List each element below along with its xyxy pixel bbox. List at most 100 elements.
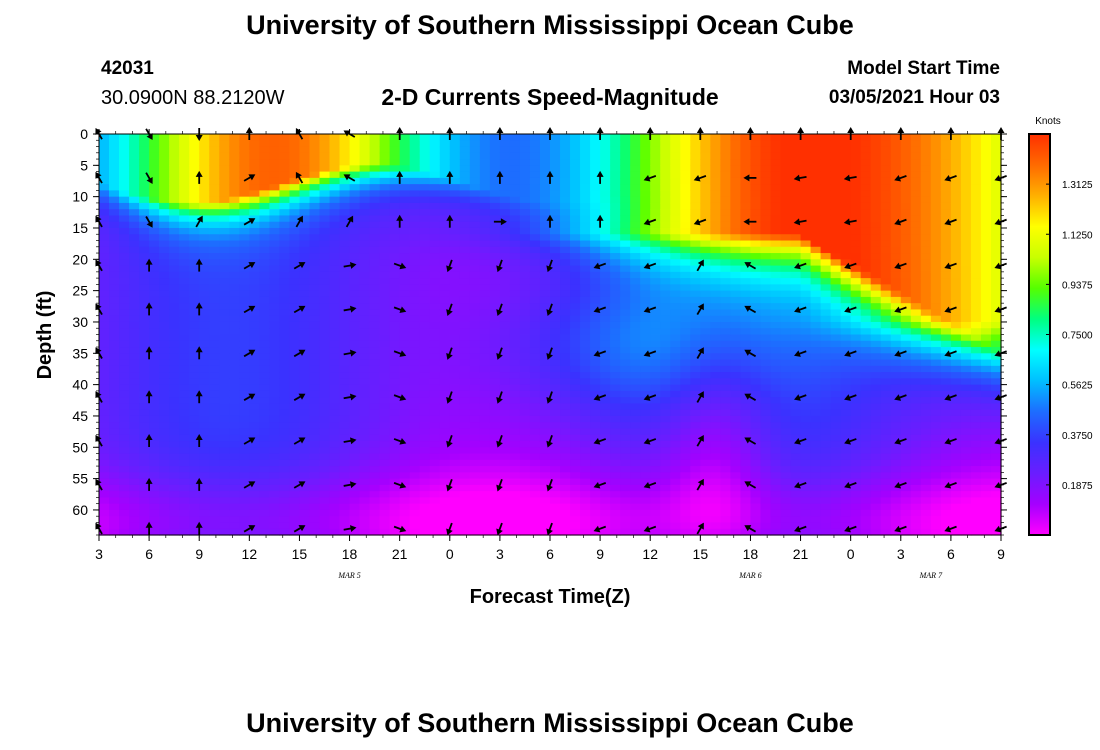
heatmap-cell: [850, 309, 862, 317]
heatmap-cell: [509, 290, 521, 298]
heatmap-cell: [680, 215, 691, 223]
heatmap-cell: [299, 215, 311, 223]
heatmap-cell: [279, 271, 291, 279]
heatmap-cell: [339, 259, 351, 267]
heatmap-cell: [840, 209, 852, 217]
heatmap-cell: [419, 453, 431, 461]
heatmap-cell: [690, 347, 701, 354]
heatmap-cell: [750, 397, 762, 405]
heatmap-cell: [810, 278, 822, 285]
heatmap-cell: [499, 240, 511, 248]
heatmap-cell: [129, 328, 140, 336]
heatmap-cell: [820, 497, 832, 505]
heatmap-cell: [249, 378, 260, 386]
heatmap-cell: [550, 478, 561, 486]
heatmap-cell: [519, 347, 531, 354]
heatmap-cell: [379, 403, 391, 411]
heatmap-cell: [680, 152, 691, 160]
heatmap-cell: [309, 353, 321, 361]
heatmap-cell: [640, 359, 651, 367]
heatmap-cell: [489, 177, 501, 185]
heatmap-cell: [339, 303, 351, 311]
heatmap-cell: [700, 503, 711, 511]
heatmap-cell: [379, 491, 391, 499]
heatmap-cell: [790, 378, 802, 386]
heatmap-cell: [850, 428, 862, 436]
heatmap-cell: [459, 359, 471, 367]
heatmap-cell: [640, 240, 651, 248]
heatmap-cell: [519, 221, 531, 229]
heatmap-cell: [519, 209, 531, 217]
heatmap-cell: [249, 140, 260, 148]
heatmap-cell: [509, 378, 521, 386]
heatmap-cell: [259, 152, 270, 160]
heatmap-cell: [369, 390, 381, 398]
heatmap-cell: [339, 390, 351, 398]
heatmap-cell: [600, 165, 611, 173]
heatmap-cell: [610, 365, 621, 373]
heatmap-cell: [670, 240, 681, 248]
heatmap-cell: [640, 334, 651, 342]
heatmap-cell: [309, 146, 321, 154]
heatmap-cell: [509, 522, 521, 530]
heatmap-cell: [539, 384, 551, 392]
heatmap-cell: [469, 271, 481, 279]
heatmap-cell: [219, 221, 230, 229]
heatmap-cell: [600, 152, 611, 160]
heatmap-cell: [399, 409, 411, 417]
heatmap-cell: [459, 409, 471, 417]
heatmap-cell: [199, 253, 210, 260]
heatmap-cell: [700, 378, 711, 386]
heatmap-cell: [489, 321, 501, 329]
heatmap-cell: [489, 516, 501, 524]
heatmap-cell: [820, 447, 832, 455]
heatmap-cell: [219, 190, 230, 198]
heatmap-cell: [600, 403, 611, 411]
heatmap-cell: [249, 459, 260, 467]
heatmap-cell: [750, 171, 762, 179]
heatmap-cell: [239, 259, 250, 267]
heatmap-cell: [529, 246, 541, 254]
heatmap-cell: [680, 384, 691, 392]
heatmap-cell: [620, 384, 631, 392]
heatmap-cell: [119, 190, 130, 198]
heatmap-cell: [479, 434, 491, 442]
heatmap-cell: [439, 265, 451, 273]
heatmap-cell: [319, 134, 331, 141]
heatmap-cell: [800, 422, 812, 430]
heatmap-cell: [690, 246, 701, 254]
heatmap-cell: [349, 303, 361, 311]
heatmap-cell: [570, 152, 581, 160]
heatmap-cell: [189, 372, 200, 379]
heatmap-cell: [710, 347, 721, 354]
heatmap-cell: [219, 284, 230, 292]
heatmap-cell: [860, 265, 872, 273]
heatmap-cell: [740, 484, 752, 492]
heatmap-cell: [469, 472, 481, 480]
heatmap-cell: [359, 422, 371, 430]
heatmap-cell: [189, 328, 200, 336]
heatmap-cell: [309, 384, 321, 392]
heatmap-cell: [730, 303, 742, 311]
heatmap-cell: [630, 422, 641, 430]
heatmap-cell: [529, 459, 541, 467]
heatmap-cell: [620, 284, 631, 292]
heatmap-cell: [229, 240, 240, 248]
heatmap-cell: [580, 303, 591, 311]
heatmap-cell: [229, 259, 240, 267]
heatmap-cell: [189, 202, 200, 210]
heatmap-cell: [550, 215, 561, 223]
heatmap-cell: [670, 196, 681, 204]
heatmap-cell: [359, 466, 371, 473]
heatmap-cell: [379, 365, 391, 373]
heatmap-cell: [529, 347, 541, 354]
heatmap-cell: [359, 184, 371, 191]
heatmap-cell: [209, 478, 220, 486]
heatmap-cell: [309, 422, 321, 430]
heatmap-cell: [269, 296, 280, 304]
heatmap-cell: [539, 177, 551, 185]
heatmap-cell: [820, 422, 832, 430]
heatmap-cell: [700, 340, 711, 348]
heatmap-cell: [369, 278, 381, 285]
heatmap-cell: [209, 284, 220, 292]
